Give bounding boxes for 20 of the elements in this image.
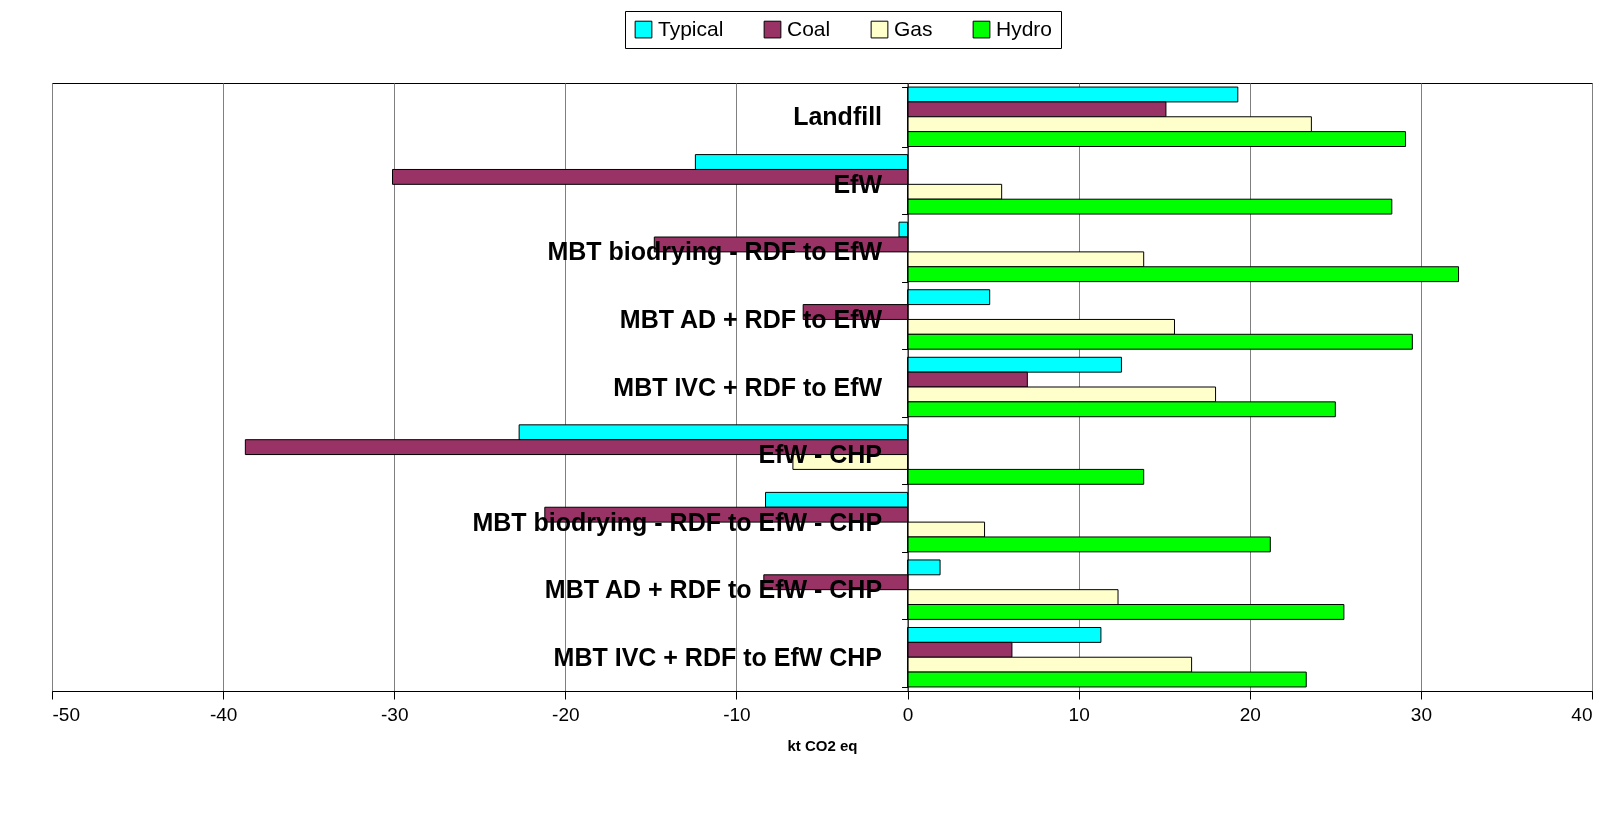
x-axis-title: kt CO2 eq [787, 736, 858, 754]
y-tick-label: MBT IVC + RDF to EfW CHP [553, 642, 883, 671]
x-tick-label: 40 [1571, 703, 1593, 725]
y-tick-label: Landfill [793, 102, 883, 131]
x-tick-label: -40 [209, 703, 238, 725]
x-tick-label: 30 [1410, 703, 1432, 725]
legend-label: Gas [894, 16, 933, 40]
y-tick-label: MBT AD + RDF to EfW [619, 304, 883, 333]
x-tick-label: -30 [380, 703, 409, 725]
y-tick-label: MBT IVC + RDF to EfW [613, 372, 883, 401]
x-tick-label: -10 [723, 703, 751, 725]
x-tick-label: -50 [52, 703, 80, 725]
legend-label: Typical [658, 16, 724, 40]
x-tick-label: 0 [902, 703, 914, 725]
x-tick-label: -20 [552, 703, 580, 725]
y-tick-label: EfW [833, 169, 883, 198]
legend-label: Hydro [996, 16, 1053, 40]
x-tick-label: 10 [1068, 703, 1090, 725]
x-tick-label: 20 [1239, 703, 1261, 725]
legend-label: Coal [787, 16, 831, 40]
